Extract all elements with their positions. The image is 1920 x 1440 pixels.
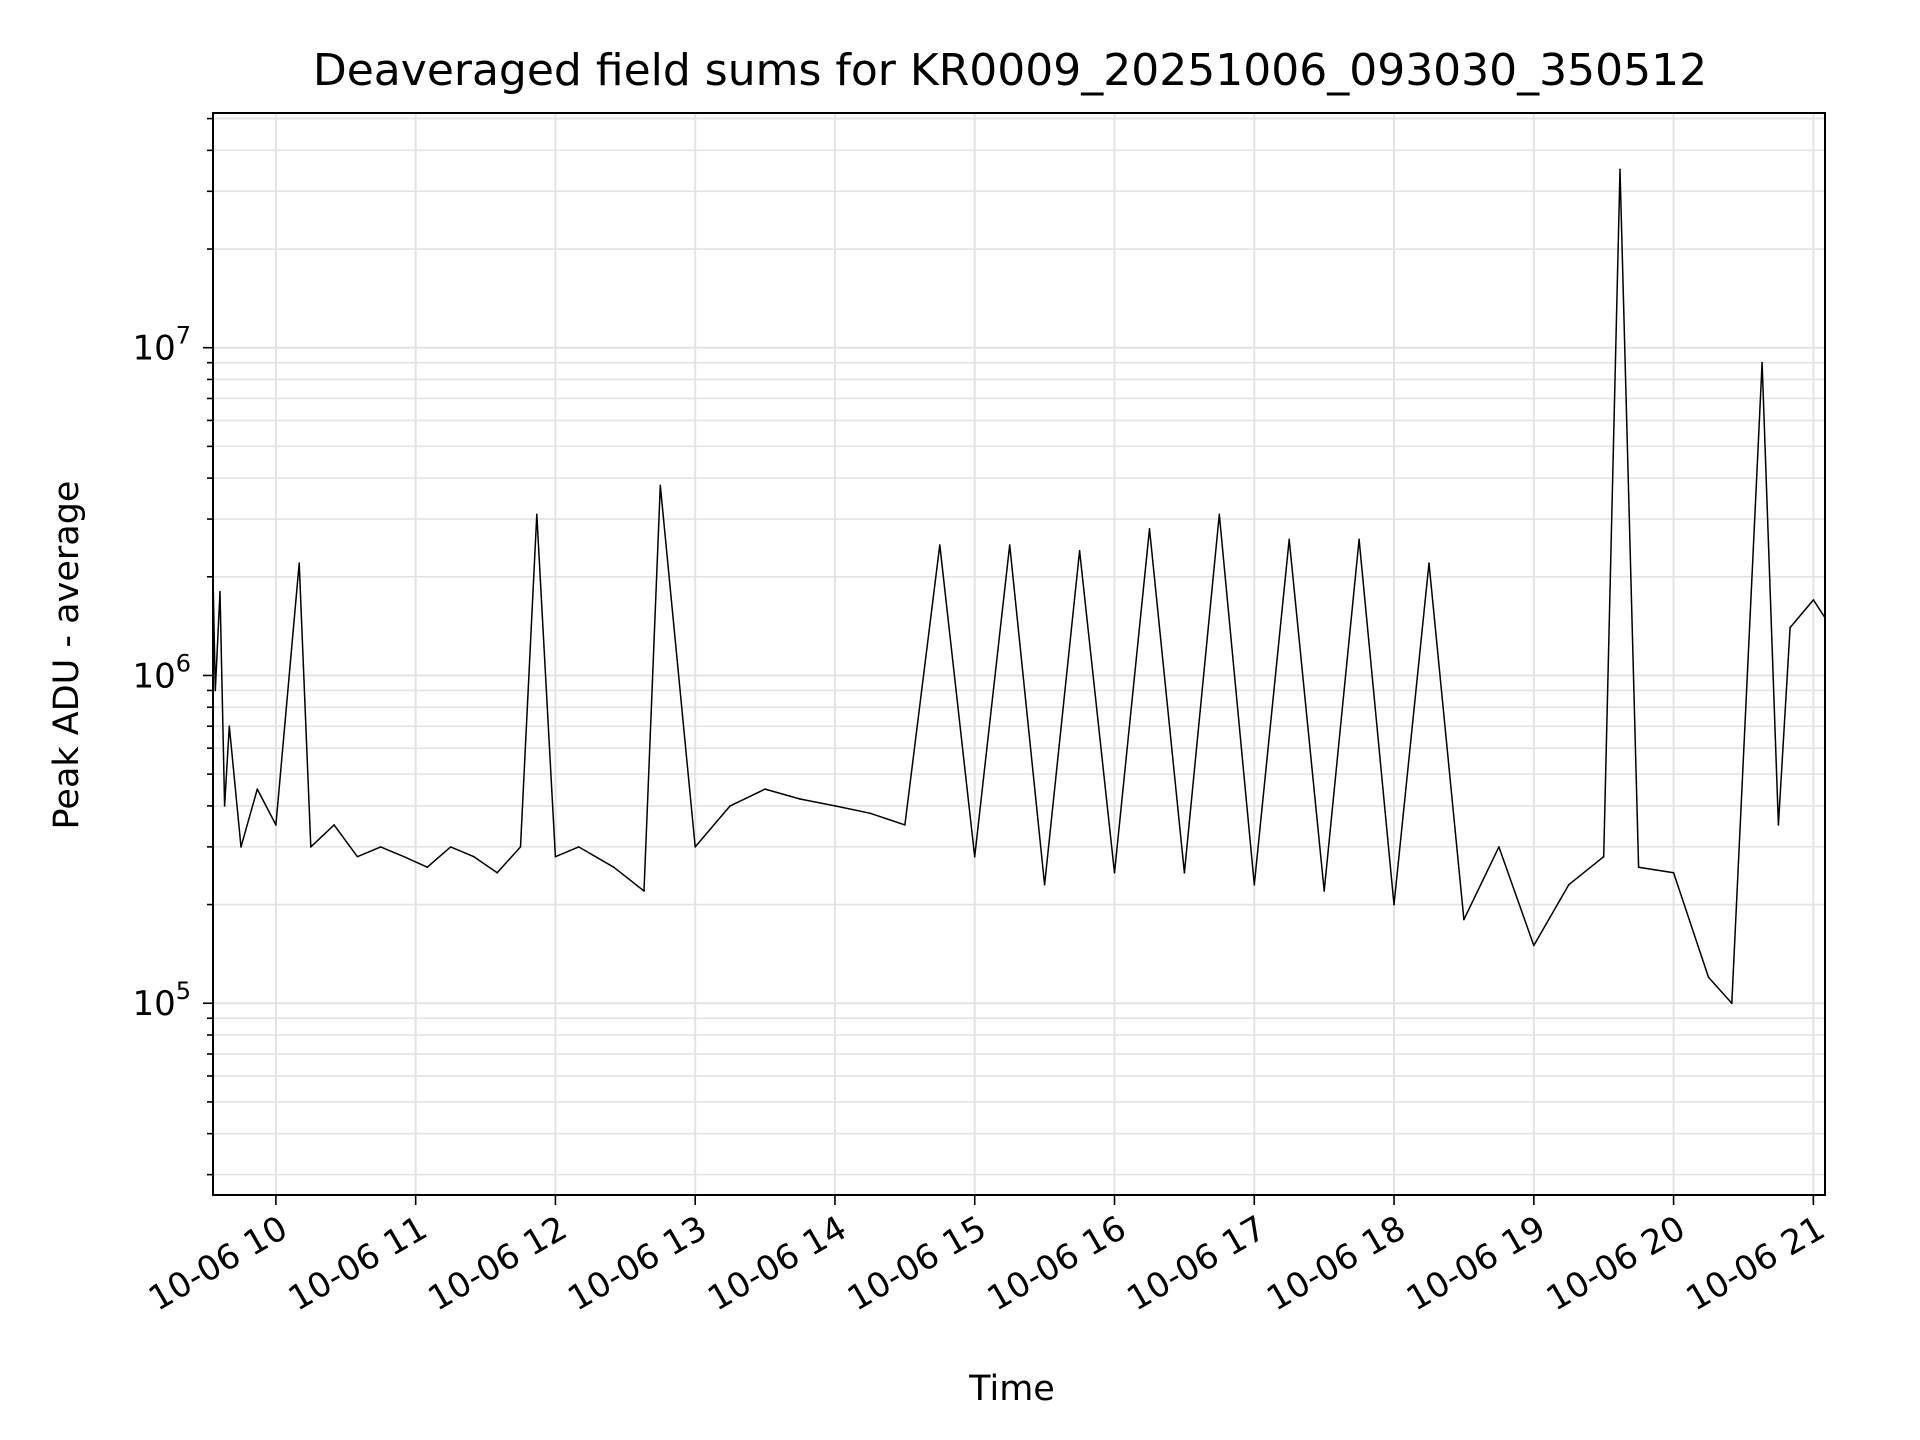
data-point <box>519 846 522 848</box>
data-point <box>1078 550 1081 552</box>
data-point <box>356 855 359 858</box>
data-point <box>612 866 615 868</box>
data-point <box>214 689 217 692</box>
data-point <box>1113 872 1116 874</box>
y-axis-title: Peak ADU - average <box>47 481 87 830</box>
data-point <box>973 855 976 858</box>
data-point <box>1463 918 1465 921</box>
data-point <box>223 805 226 807</box>
data-point <box>1498 846 1500 848</box>
data-point <box>1323 890 1325 892</box>
data-point <box>1393 903 1395 906</box>
data-point <box>1637 866 1640 868</box>
x-tick-label: 10-06 20 <box>1540 1208 1692 1319</box>
data-point <box>228 725 231 727</box>
x-tick-label: 10-06 11 <box>282 1208 434 1319</box>
data-point <box>449 846 452 848</box>
x-tick-label: 10-06 16 <box>981 1208 1133 1319</box>
data-point <box>1731 1002 1733 1004</box>
data-point <box>1761 361 1763 364</box>
data-point <box>1218 513 1221 516</box>
x-tick-label: 10-06 13 <box>561 1208 713 1319</box>
data-point <box>1183 872 1186 874</box>
data-point <box>904 824 906 826</box>
y-tick-label: 107 <box>132 322 191 369</box>
series-line <box>212 168 1826 1004</box>
data-point <box>1812 599 1815 601</box>
data-point <box>1672 872 1675 874</box>
data-point <box>536 513 538 516</box>
x-tick-label: 10-06 14 <box>701 1208 853 1319</box>
data-point <box>1043 883 1046 886</box>
data-point <box>1288 538 1290 541</box>
data-point <box>1148 528 1151 530</box>
y-axis: 105 106 107 <box>132 117 213 1176</box>
data-point <box>1008 544 1011 546</box>
data-point <box>379 846 382 848</box>
data-point <box>834 805 836 807</box>
data-point <box>659 484 662 487</box>
data-point <box>403 855 405 858</box>
data-point <box>1789 626 1791 629</box>
data-point <box>1777 824 1780 826</box>
data-point <box>473 855 475 858</box>
data-point <box>694 846 696 848</box>
y-tick-label: 106 <box>132 649 191 696</box>
data-point <box>1707 976 1710 979</box>
plot-frame <box>212 112 1826 1196</box>
data-point <box>643 890 645 892</box>
data-point <box>298 562 301 564</box>
data-point <box>554 855 557 858</box>
data-point <box>869 812 871 814</box>
data-point <box>939 544 941 546</box>
data-point <box>426 866 429 868</box>
x-tick-label: 10-06 12 <box>422 1208 574 1319</box>
x-tick-label: 10-06 17 <box>1120 1208 1272 1319</box>
x-tick-label: 10-06 15 <box>841 1208 993 1319</box>
grid <box>213 113 1825 1195</box>
data-point <box>1533 944 1535 947</box>
data-point <box>1253 883 1256 886</box>
data-point <box>1602 855 1605 858</box>
data-point <box>1358 538 1360 541</box>
y-tick-label: 105 <box>132 977 191 1024</box>
data-point <box>799 798 801 800</box>
x-axis-title: Time <box>968 1369 1055 1409</box>
data-point <box>275 824 277 826</box>
data-point <box>577 846 580 848</box>
x-tick-label: 10-06 19 <box>1400 1208 1552 1319</box>
x-tick-label: 10-06 10 <box>142 1208 294 1319</box>
data-point <box>1428 562 1430 564</box>
data-point <box>240 846 242 848</box>
data-point <box>764 788 766 790</box>
data-point <box>1619 168 1621 171</box>
data-point <box>219 591 221 593</box>
x-tick-label: 10-06 18 <box>1260 1208 1412 1319</box>
data-point <box>1568 883 1570 886</box>
chart-title: Deaveraged field sums for KR0009_2025100… <box>313 45 1707 96</box>
data-line-group <box>212 168 1826 1004</box>
data-point <box>310 846 312 848</box>
data-point <box>729 805 731 807</box>
data-point <box>256 788 259 790</box>
data-point <box>496 872 499 874</box>
data-point <box>333 824 335 826</box>
x-tick-label: 10-06 21 <box>1679 1208 1831 1319</box>
